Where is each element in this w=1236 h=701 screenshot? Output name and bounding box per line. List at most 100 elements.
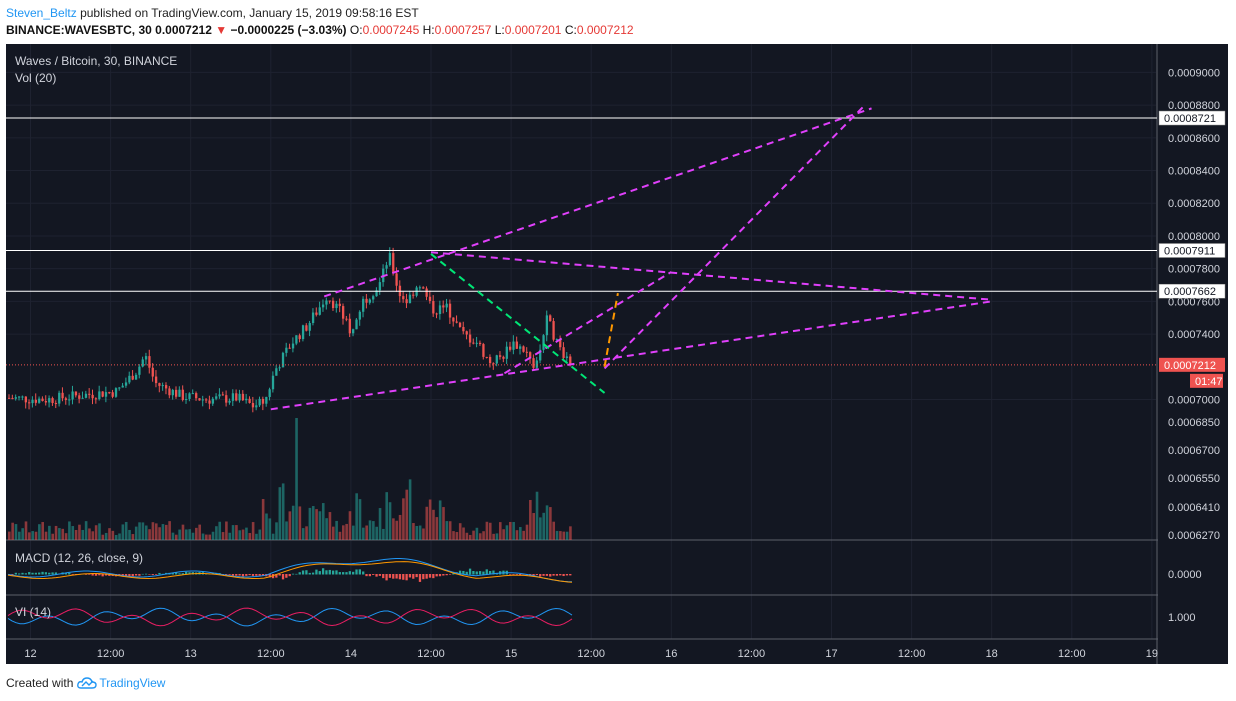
volume-bar: [529, 499, 532, 540]
volume-bar: [498, 522, 502, 540]
magenta-trendline: [270, 300, 992, 411]
candle-body: [188, 393, 191, 399]
tradingview-brand: TradingView: [99, 676, 166, 690]
volume-bar: [569, 526, 572, 540]
volume-bar: [124, 521, 128, 540]
macd-histogram-bar: [11, 574, 14, 575]
time-axis[interactable]: 12 12:00 13 12:00 14 12:00 15 12:00 16 12:00 17 12:…: [24, 648, 1158, 660]
macd-histogram-bar: [238, 574, 241, 576]
macd-histogram-bar: [445, 574, 448, 576]
macd-histogram-bar: [241, 574, 245, 577]
volume-bar: [535, 491, 539, 540]
macd-histogram-bar: [278, 574, 281, 576]
volume-bar: [495, 533, 499, 540]
macd-histogram-bar: [211, 572, 215, 575]
candle-body: [238, 393, 241, 401]
macd-histogram-bar: [539, 574, 542, 577]
candle-body: [301, 325, 305, 340]
candle-body: [218, 394, 221, 397]
candle-body: [61, 392, 64, 399]
volume-bar: [185, 529, 188, 540]
macd-histogram-bar: [358, 569, 361, 575]
level-price-tag: [1158, 243, 1226, 258]
volume-bar: [205, 534, 208, 540]
candle-body: [134, 374, 138, 380]
volume-bar: [315, 509, 318, 540]
macd-histogram-bar: [569, 574, 572, 576]
volume-bar: [445, 521, 449, 540]
macd-histogram-bar: [368, 574, 372, 577]
volume-bar: [565, 531, 569, 540]
volume-bar: [509, 521, 512, 540]
candle-body: [151, 367, 154, 377]
macd-histogram-bar: [28, 572, 31, 575]
tradingview-logo[interactable]: TradingView: [77, 676, 165, 690]
macd-histogram-bar: [438, 574, 442, 577]
candle-body: [295, 335, 298, 344]
trend-drawings[interactable]: [270, 104, 992, 411]
macd-histogram-bar: [154, 574, 158, 575]
macd-histogram-bar: [64, 572, 68, 575]
last-price: 0.0007212: [155, 23, 212, 37]
volume-bar: [84, 521, 88, 540]
volume-bar: [365, 525, 368, 540]
candle-body: [208, 400, 211, 404]
volume-bar: [218, 521, 222, 540]
open-value: 0.0007245: [362, 23, 420, 37]
volume-bar: [58, 528, 61, 540]
volume-bar: [161, 524, 165, 540]
candle-body: [278, 367, 281, 369]
macd-histogram-bar: [288, 574, 291, 577]
volume-bar: [311, 506, 315, 540]
macd-histogram-bar: [485, 569, 488, 575]
macd-histogram-bar: [475, 571, 478, 575]
candle-body: [478, 342, 482, 345]
volume-bar: [325, 518, 328, 540]
volume-bar: [452, 531, 455, 540]
macd-histogram-bar: [535, 574, 539, 576]
volume-bar: [61, 528, 65, 540]
volume-bar: [21, 528, 24, 540]
macd-histogram-bar: [465, 571, 468, 575]
macd-histogram-bar: [388, 574, 392, 578]
created-with-text: Created with: [6, 676, 74, 690]
macd-histogram-bar: [402, 574, 405, 580]
trading-chart[interactable]: 0.0009000 0.0008800 0.0008600 0.0008400 0.00…: [6, 44, 1228, 664]
candle-body: [225, 395, 228, 403]
volume-bar: [171, 532, 175, 540]
macd-histogram-bar: [245, 574, 248, 576]
volume-bar: [88, 528, 91, 540]
high-label: H:: [422, 23, 435, 37]
macd-histogram-bar: [144, 573, 148, 575]
macd-histogram-bar: [138, 574, 141, 576]
volume-bar: [331, 526, 335, 540]
macd-histogram-bar: [331, 570, 335, 575]
candle-body: [265, 397, 268, 404]
footer: Created with TradingView: [6, 676, 165, 690]
macd-histogram-bar: [452, 573, 455, 575]
volume-bar: [258, 529, 262, 540]
candle-body: [88, 393, 91, 395]
candle-body: [121, 385, 124, 388]
candle-body: [44, 401, 48, 403]
candle-body: [261, 398, 265, 404]
price-axis[interactable]: 0.0009000 0.0008800 0.0008600 0.0008400 0.00…: [1158, 44, 1228, 664]
candle-body: [408, 294, 412, 304]
candle-body: [385, 265, 388, 269]
volume-bar: [278, 487, 282, 540]
volume-bar: [238, 530, 242, 540]
volume-bar: [201, 533, 205, 540]
candles: [8, 247, 572, 413]
volume-bar: [18, 531, 21, 540]
candle-body: [388, 253, 392, 266]
volume-bar: [545, 505, 549, 540]
horizontal-levels[interactable]: [6, 117, 1157, 366]
candle-body: [41, 398, 44, 402]
macd-histogram-bar: [98, 574, 101, 576]
macd-histogram-bar: [565, 574, 569, 576]
macd-histogram-bar: [181, 573, 184, 575]
candle-body: [565, 356, 569, 358]
author-link[interactable]: Steven_Beltz: [6, 6, 77, 20]
macd-histogram-bar: [392, 574, 395, 579]
level-price-label: 0.0008721: [1164, 113, 1216, 125]
